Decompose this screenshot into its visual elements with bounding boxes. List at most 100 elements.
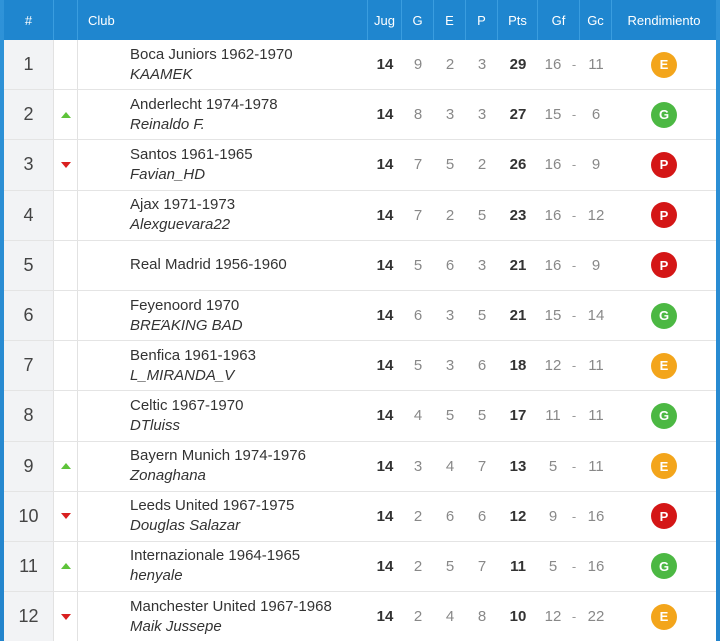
club-cell[interactable]: Internazionale 1964-1965 henyale bbox=[78, 542, 368, 591]
drawn-cell: 2 bbox=[445, 56, 455, 74]
manager-name[interactable]: Zonaghana bbox=[130, 467, 206, 485]
manager-name[interactable]: DTluiss bbox=[130, 416, 181, 434]
header-pts[interactable]: Pts bbox=[498, 0, 538, 40]
table-row[interactable]: 11 Internazionale 1964-1965 henyale 14 2 5 7 11… bbox=[4, 541, 716, 593]
club-name[interactable]: Internazionale 1964-1965 bbox=[130, 547, 301, 565]
performance-cell: P bbox=[612, 140, 716, 189]
header-rendimiento[interactable]: Rendimiento bbox=[627, 12, 701, 28]
club-cell[interactable]: Leeds United 1967-1975 Douglas Salazar bbox=[78, 492, 368, 541]
club-name[interactable]: Bayern Munich 1974-1976 bbox=[130, 447, 306, 465]
manager-name[interactable]: henyale bbox=[130, 567, 183, 585]
manager-name[interactable]: Alexguevara22 bbox=[130, 216, 231, 234]
club-cell[interactable]: Boca Juniors 1962-1970 KAAMEK bbox=[78, 40, 368, 89]
points-cell: 23 bbox=[509, 206, 527, 224]
goals-against-cell: 9 bbox=[591, 156, 601, 174]
drawn-cell: 3 bbox=[445, 106, 455, 124]
club-name[interactable]: Celtic 1967-1970 bbox=[130, 396, 244, 414]
club-cell[interactable]: Benfica 1961-1963 L_MIRANDA_V bbox=[78, 341, 368, 390]
performance-cell: G bbox=[612, 391, 716, 440]
played-cell: 14 bbox=[376, 557, 394, 575]
position-cell: 7 bbox=[4, 341, 54, 391]
goals-separator: - bbox=[571, 609, 577, 625]
position-cell: 1 bbox=[4, 40, 54, 90]
club-name[interactable]: Leeds United 1967-1975 bbox=[130, 497, 295, 515]
played-cell: 14 bbox=[376, 307, 394, 325]
club-cell[interactable]: Real Madrid 1956-1960 bbox=[78, 241, 368, 290]
manager-name[interactable]: Reinaldo F. bbox=[130, 115, 205, 133]
table-row[interactable]: 3 Santos 1961-1965 Favian_HD 14 7 5 2 26 16-9 P bbox=[4, 140, 716, 191]
points-cell: 21 bbox=[509, 256, 527, 274]
header-pos[interactable]: # bbox=[4, 0, 54, 40]
trend-up-icon bbox=[60, 463, 71, 470]
club-name[interactable]: Benfica 1961-1963 bbox=[130, 346, 256, 364]
header-club[interactable]: Club bbox=[78, 0, 368, 40]
club-name[interactable]: Manchester United 1967-1968 bbox=[130, 597, 332, 615]
table-row[interactable]: 12 Manchester United 1967-1968 Maik Jussep… bbox=[4, 592, 716, 641]
goals-for-cell: 16 bbox=[544, 256, 562, 274]
club-name[interactable]: Anderlecht 1974-1978 bbox=[130, 95, 278, 113]
goals-for-cell: 16 bbox=[544, 156, 562, 174]
trend-cell bbox=[54, 140, 78, 190]
points-cell: 21 bbox=[509, 307, 527, 325]
goals-for-cell: 16 bbox=[544, 56, 562, 74]
manager-name[interactable]: KAAMEK bbox=[130, 65, 193, 83]
header-e[interactable]: E bbox=[434, 0, 466, 40]
table-row[interactable]: 4 Ajax 1971-1973 Alexguevara22 14 7 2 5 23 16-12… bbox=[4, 190, 716, 241]
trend-cell bbox=[54, 441, 78, 491]
club-name[interactable]: Boca Juniors 1962-1970 bbox=[130, 45, 293, 63]
club-cell[interactable]: Celtic 1967-1970 DTluiss bbox=[78, 391, 368, 440]
performance-badge: G bbox=[651, 553, 677, 580]
goals-for-cell: 11 bbox=[545, 407, 561, 425]
table-row[interactable]: 8 Celtic 1967-1970 DTluiss 14 4 5 5 17 11-11 G bbox=[4, 391, 716, 442]
goals-for-cell: 5 bbox=[548, 457, 558, 475]
table-row[interactable]: 10 Leeds United 1967-1975 Douglas Salazar 1… bbox=[4, 491, 716, 542]
club-cell[interactable]: Santos 1961-1965 Favian_HD bbox=[78, 140, 368, 189]
points-cell: 10 bbox=[509, 608, 527, 626]
performance-badge: G bbox=[651, 302, 677, 329]
club-name[interactable]: Feyenoord 1970 bbox=[130, 296, 240, 314]
header-g[interactable]: G bbox=[402, 0, 434, 40]
goals-for-cell: 5 bbox=[548, 557, 558, 575]
table-row[interactable]: 2 Anderlecht 1974-1978 Reinaldo F. 14 8 3 3 27 1… bbox=[4, 90, 716, 141]
club-name[interactable]: Santos 1961-1965 bbox=[130, 145, 253, 163]
club-name[interactable]: Ajax 1971-1973 bbox=[130, 196, 236, 214]
goals-against-cell: 11 bbox=[588, 457, 604, 475]
goals-against-cell: 6 bbox=[591, 106, 601, 124]
header-gf[interactable]: Gf bbox=[538, 0, 580, 40]
club-cell[interactable]: Ajax 1971-1973 Alexguevara22 bbox=[78, 191, 368, 240]
position-cell: 10 bbox=[4, 491, 54, 541]
goals-for-cell: 15 bbox=[544, 106, 562, 124]
goals-separator: - bbox=[571, 508, 577, 524]
header-p[interactable]: P bbox=[466, 0, 498, 40]
table-row[interactable]: 9 Bayern Munich 1974-1976 Zonaghana 14 3 4 7 13… bbox=[4, 441, 716, 492]
table-row[interactable]: 7 Benfica 1961-1963 L_MIRANDA_V 14 5 3 6 18 12-1… bbox=[4, 341, 716, 392]
table-row[interactable]: 1 Boca Juniors 1962-1970 KAAMEK 14 9 2 3 29 16-1… bbox=[4, 40, 716, 91]
points-cell: 26 bbox=[509, 156, 527, 174]
club-cell[interactable]: Anderlecht 1974-1978 Reinaldo F. bbox=[78, 90, 368, 139]
manager-name[interactable]: BRΕΆΚΙΝG ΒΑD bbox=[130, 316, 243, 334]
manager-name[interactable]: Douglas Salazar bbox=[130, 517, 241, 535]
club-cell[interactable]: Feyenoord 1970 BRΕΆΚΙΝG ΒΑD bbox=[78, 291, 368, 340]
header-jug[interactable]: Jug bbox=[368, 0, 402, 40]
manager-name[interactable]: Favian_HD bbox=[130, 165, 206, 183]
club-name[interactable]: Real Madrid 1956-1960 bbox=[130, 256, 287, 274]
performance-cell: E bbox=[612, 40, 716, 89]
club-cell[interactable]: Manchester United 1967-1968 Maik Jussepe bbox=[78, 592, 368, 641]
performance-cell: E bbox=[612, 442, 716, 491]
table-row[interactable]: 5 Real Madrid 1956-1960 14 5 6 3 21 16-9 P bbox=[4, 240, 716, 291]
drawn-cell: 5 bbox=[445, 156, 455, 174]
table-row[interactable]: 6 Feyenoord 1970 BRΕΆΚΙΝG ΒΑD 14 6 3 5 21 15-14 G bbox=[4, 290, 716, 342]
trend-down-icon bbox=[60, 613, 71, 620]
lost-cell: 8 bbox=[477, 608, 487, 626]
manager-name[interactable]: Maik Jussepe bbox=[130, 617, 222, 635]
performance-badge: E bbox=[651, 603, 677, 630]
club-cell[interactable]: Bayern Munich 1974-1976 Zonaghana bbox=[78, 442, 368, 491]
manager-name[interactable]: L_MIRANDA_V bbox=[130, 366, 235, 384]
performance-cell: E bbox=[612, 341, 716, 390]
trend-cell bbox=[54, 40, 78, 90]
performance-badge: G bbox=[651, 101, 677, 128]
goals-for-cell: 12 bbox=[544, 357, 562, 375]
points-cell: 29 bbox=[509, 56, 527, 74]
points-cell: 17 bbox=[509, 407, 527, 425]
header-gc[interactable]: Gc bbox=[580, 0, 612, 40]
